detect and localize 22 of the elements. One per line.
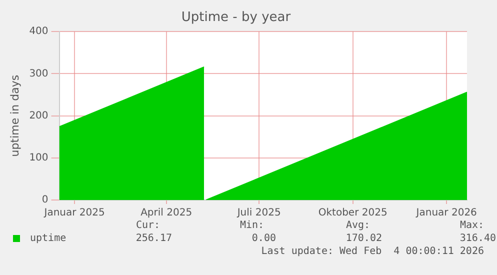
legend-label: uptime xyxy=(29,233,66,244)
x-tick-label: April 2025 xyxy=(140,208,192,219)
y-tick-label: 200 xyxy=(29,110,48,122)
x-tick-label: Juli 2025 xyxy=(236,208,281,219)
y-axis-title: uptime in days xyxy=(8,74,22,157)
text: 256.17 xyxy=(136,233,172,244)
text: Min: xyxy=(240,220,264,231)
text: 170.02 xyxy=(346,233,382,244)
text: 0.00 xyxy=(252,233,276,244)
x-tick-label: Oktober 2025 xyxy=(318,208,388,219)
y-tick-label: 300 xyxy=(29,68,48,80)
y-tick-label: 400 xyxy=(29,26,48,38)
text: Avg: xyxy=(346,220,370,231)
chart-title: Uptime - by year xyxy=(181,10,292,26)
text: 316.40 xyxy=(460,233,496,244)
y-tick-label: 0 xyxy=(42,194,48,206)
x-tick-label: Januar 2026 xyxy=(415,208,477,219)
text: Cur: xyxy=(136,220,160,231)
x-tick-label: Januar 2025 xyxy=(43,208,105,219)
y-tick-label: 100 xyxy=(29,152,48,164)
text: Max: xyxy=(460,220,484,231)
text: Last update: Wed Feb 4 00:00:11 2026 xyxy=(261,246,484,257)
